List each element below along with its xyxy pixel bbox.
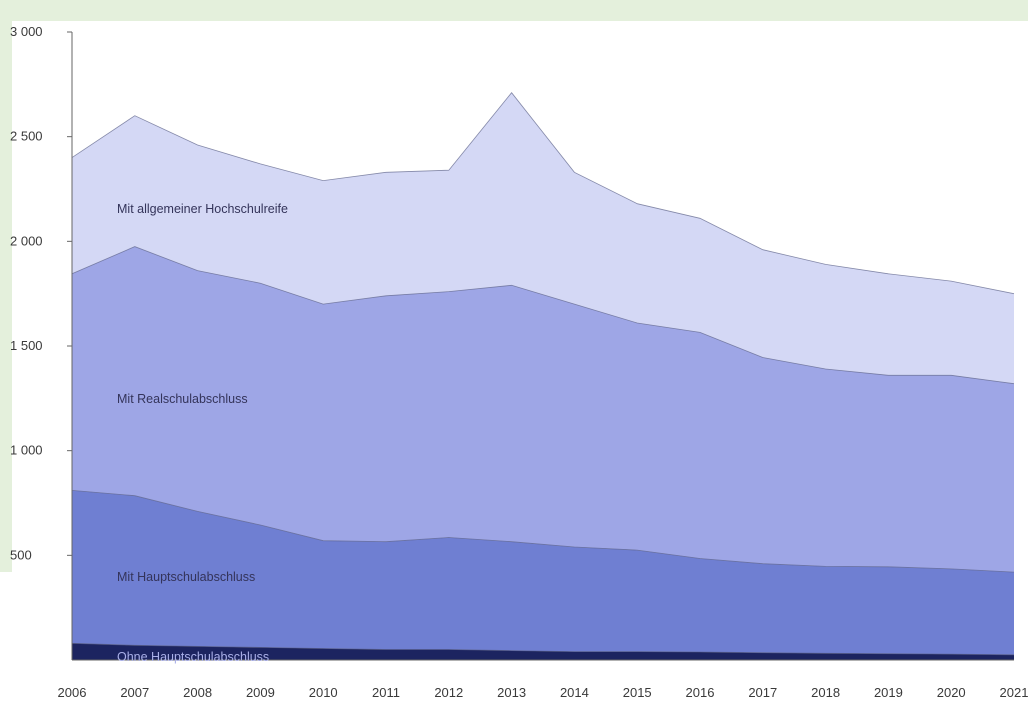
- y-tick-label: 3 000: [10, 24, 43, 39]
- x-tick-label: 2019: [874, 685, 903, 700]
- x-axis-ticks: 2006 2007 2008 2009 2010 2011 2012 2013 2014 2015…: [58, 685, 1028, 700]
- frame-top-band: [0, 0, 1028, 21]
- x-tick-label: 2014: [560, 685, 589, 700]
- series-label-ohne-hauptschulabschluss: Ohne Hauptschulabschluss: [117, 650, 269, 664]
- x-tick-label: 2008: [183, 685, 212, 700]
- x-tick-label: 2012: [434, 685, 463, 700]
- series-label-mit-allgemeiner-hochschulreife: Mit allgemeiner Hochschulreife: [117, 202, 288, 216]
- y-tick-label: 2 000: [10, 233, 43, 248]
- area-mit-allgemeiner-hochschulreife: [72, 92, 1014, 384]
- y-tick-label: 1 500: [10, 338, 43, 353]
- x-tick-label: 2018: [811, 685, 840, 700]
- line-mit-hauptschulabschluss: [71, 490, 1015, 573]
- area-ohne-hauptschulabschluss: [72, 643, 1014, 660]
- line-mit-allgemeiner-hochschulreife: [71, 92, 1015, 295]
- x-tick-label: 2015: [623, 685, 652, 700]
- frame-left-band: [0, 0, 12, 572]
- x-tick-label: 2007: [120, 685, 149, 700]
- y-tick-label: 2 500: [10, 129, 43, 144]
- y-tick-label: 1 000: [10, 443, 43, 458]
- x-tick-label: 2011: [372, 685, 400, 700]
- area-mit-realschulabschluss: [72, 246, 1014, 573]
- y-tick-label: 500: [10, 547, 32, 562]
- x-tick-label: 2016: [686, 685, 715, 700]
- y-axis-ticks: 500 1 000 1 500 2 000 2 500 3 000: [10, 24, 72, 562]
- area-mit-hauptschulabschluss: [72, 490, 1014, 655]
- x-tick-label: 2013: [497, 685, 526, 700]
- series-label-mit-hauptschulabschluss: Mit Hauptschulabschluss: [117, 570, 255, 584]
- series-labels: Ohne Hauptschulabschluss Mit Hauptschulab…: [117, 202, 288, 664]
- x-tick-label: 2010: [309, 685, 338, 700]
- x-tick-label: 2017: [748, 685, 777, 700]
- line-mit-realschulabschluss: [71, 246, 1015, 385]
- series-outlines: [71, 92, 1015, 656]
- x-tick-label: 2009: [246, 685, 275, 700]
- line-ohne-hauptschulabschluss: [71, 642, 1015, 656]
- x-tick-label: 2020: [937, 685, 966, 700]
- series-areas: [72, 92, 1014, 660]
- series-label-mit-realschulabschluss: Mit Realschulabschluss: [117, 392, 248, 406]
- x-tick-label: 2021: [1000, 685, 1028, 700]
- x-tick-label: 2006: [58, 685, 87, 700]
